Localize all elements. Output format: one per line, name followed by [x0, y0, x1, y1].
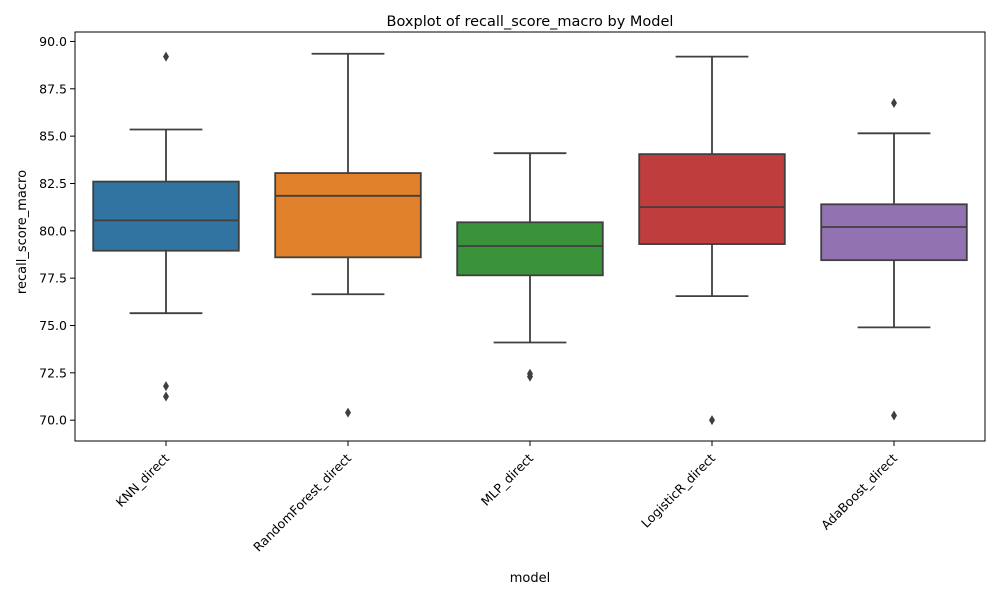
- y-tick-label: 82.5: [39, 176, 67, 191]
- y-axis: 70.0 72.5 75.0 77.5 80.0 82.5 85.0 87.5 90.0: [39, 34, 75, 428]
- outlier-point: [891, 410, 897, 421]
- x-axis-title: model: [510, 571, 550, 586]
- box-group-AdaBoost_direct: [820, 98, 968, 421]
- box-iqr: [274, 172, 422, 259]
- y-tick-label: 80.0: [39, 223, 67, 238]
- outlier-point: [709, 415, 715, 426]
- plot-area: [74, 31, 986, 442]
- box-iqr: [638, 153, 786, 245]
- chart-title: Boxplot of recall_score_macro by Model: [387, 14, 674, 30]
- y-tick-label: 90.0: [39, 34, 67, 49]
- y-tick-label: 85.0: [39, 129, 67, 144]
- outlier-point: [345, 407, 351, 418]
- x-tick-label: LogisticR_direct: [638, 450, 718, 530]
- y-tick-label: 70.0: [39, 413, 67, 428]
- y-axis-title: recall_score_macro: [15, 170, 30, 294]
- x-tick-label: KNN_direct: [113, 450, 172, 509]
- box-group-KNN_direct: [92, 51, 240, 402]
- outlier-point: [163, 391, 169, 402]
- box-iqr: [92, 180, 240, 252]
- outlier-point: [891, 98, 897, 109]
- y-tick-label: 75.0: [39, 318, 67, 333]
- box-group-LogisticR_direct: [638, 55, 786, 426]
- x-tick-label: AdaBoost_direct: [818, 450, 900, 532]
- box-group-MLP_direct: [456, 152, 604, 382]
- outlier-point: [163, 51, 169, 62]
- box-iqr: [456, 221, 604, 277]
- y-tick-label: 87.5: [39, 81, 67, 96]
- outlier-point: [163, 381, 169, 392]
- box-iqr: [820, 203, 968, 262]
- x-tick-label: MLP_direct: [478, 450, 536, 508]
- y-tick-label: 72.5: [39, 365, 67, 380]
- box-group-RandomForest_direct: [274, 52, 422, 418]
- x-tick-label: RandomForest_direct: [250, 450, 354, 554]
- x-axis: KNN_direct RandomForest_direct MLP_direct L…: [113, 441, 900, 555]
- outlier-point: [527, 371, 533, 382]
- y-tick-label: 77.5: [39, 271, 67, 286]
